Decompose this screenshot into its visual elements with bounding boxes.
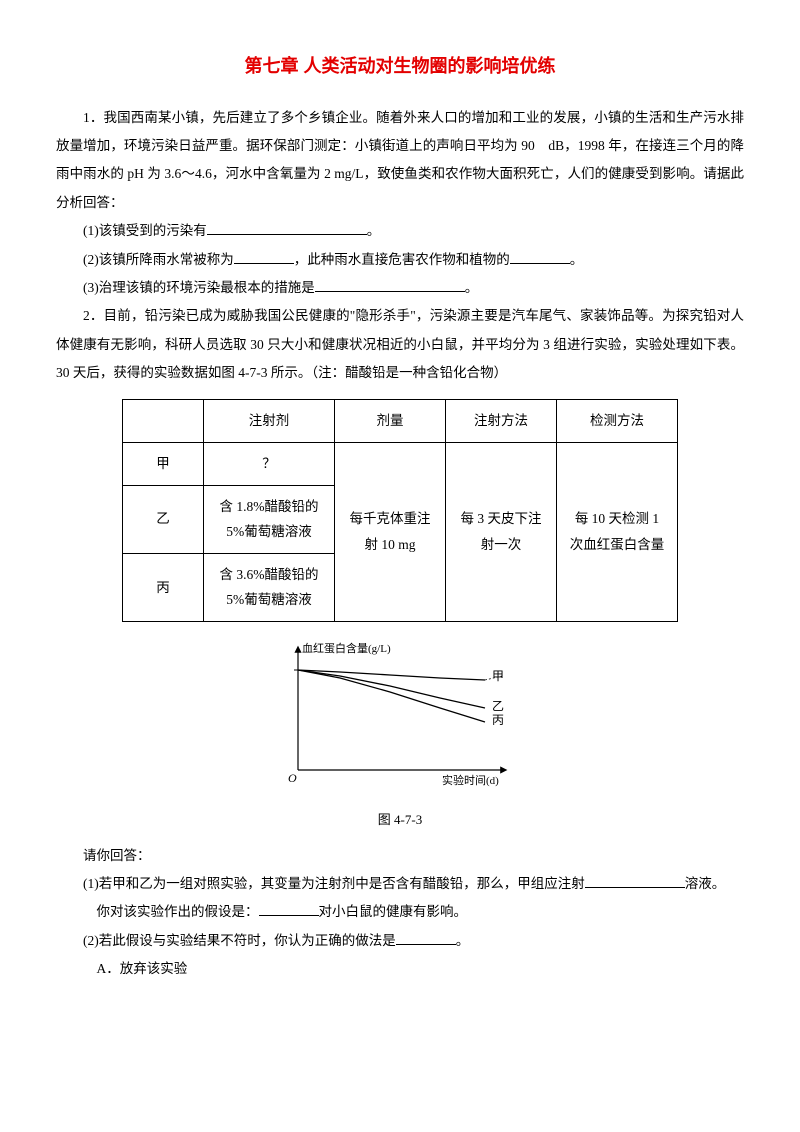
cell-group: 甲 bbox=[123, 442, 204, 485]
th-blank bbox=[123, 400, 204, 443]
q2-sub2: (2)若此假设与实验结果不符时，你认为正确的做法是 。 bbox=[56, 927, 744, 955]
origin-label: O bbox=[288, 771, 297, 785]
q1-sub2: (2)该镇所降雨水常被称为 ，此种雨水直接危害农作物和植物的 。 bbox=[56, 246, 744, 274]
q2-prompt: 请你回答： bbox=[56, 842, 744, 870]
q1-sub1: (1)该镇受到的污染有 。 bbox=[56, 217, 744, 245]
cell-injectant: ？ bbox=[204, 442, 335, 485]
q2-sub2-text-b: 。 bbox=[456, 933, 470, 948]
series-line bbox=[298, 670, 485, 722]
q1-sub2-text-c: 。 bbox=[570, 252, 584, 267]
page-title: 第七章 人类活动对生物圈的影响培优练 bbox=[56, 48, 744, 86]
x-axis-label: 实验时间(d) bbox=[442, 773, 499, 787]
blank bbox=[315, 277, 465, 292]
q1-intro: 1．我国西南某小镇，先后建立了多个乡镇企业。随着外来人口的增加和工业的发展，小镇… bbox=[56, 104, 744, 217]
series-label: 乙 bbox=[492, 699, 504, 713]
q2-sub1-text-a: (1)若甲和乙为一组对照实验，其变量为注射剂中是否含有醋酸铅，那么，甲组应注射 bbox=[83, 876, 585, 891]
q2-intro: 2．目前，铅污染已成为威胁我国公民健康的"隐形杀手"，污染源主要是汽车尾气、家装… bbox=[56, 302, 744, 387]
blank bbox=[585, 874, 685, 889]
q2-option-a: A．放弃该实验 bbox=[56, 955, 744, 983]
experiment-table: 注射剂 剂量 注射方法 检测方法 甲 ？ 每千克体重注射 10 mg 每 3 天… bbox=[122, 399, 678, 622]
blank bbox=[510, 249, 570, 264]
q2-sub1c: 你对该实验作出的假设是： 对小白鼠的健康有影响。 bbox=[56, 898, 744, 926]
series-label: 甲 bbox=[492, 669, 504, 683]
q2-sub1c-text-a: 你对该实验作出的假设是： bbox=[97, 904, 259, 919]
cell-method: 每 3 天皮下注射一次 bbox=[446, 442, 557, 621]
q1-sub3-text-a: (3)治理该镇的环境污染最根本的措施是 bbox=[83, 280, 315, 295]
cell-check: 每 10 天检测 1 次血红蛋白含量 bbox=[557, 442, 678, 621]
blank bbox=[234, 249, 294, 264]
q2-sub1c-text-b: 对小白鼠的健康有影响。 bbox=[319, 904, 468, 919]
blank bbox=[207, 221, 367, 236]
q1-sub2-text-a: (2)该镇所降雨水常被称为 bbox=[83, 252, 234, 267]
q1-sub3: (3)治理该镇的环境污染最根本的措施是 。 bbox=[56, 274, 744, 302]
blank bbox=[259, 902, 319, 917]
line-chart: 血红蛋白含量(g/L) 实验时间(d) O 甲 乙 丙 bbox=[270, 640, 530, 790]
q2-sub1: (1)若甲和乙为一组对照实验，其变量为注射剂中是否含有醋酸铅，那么，甲组应注射 溶… bbox=[56, 870, 744, 898]
q1-sub1-text-b: 。 bbox=[367, 223, 381, 238]
table-row: 甲 ？ 每千克体重注射 10 mg 每 3 天皮下注射一次 每 10 天检测 1… bbox=[123, 442, 678, 485]
q1-sub3-text-b: 。 bbox=[465, 280, 479, 295]
series-label: 丙 bbox=[492, 713, 504, 727]
th-method: 注射方法 bbox=[446, 400, 557, 443]
th-dose: 剂量 bbox=[335, 400, 446, 443]
cell-group: 乙 bbox=[123, 485, 204, 553]
cell-injectant: 含 3.6%醋酸铅的 5%葡萄糖溶液 bbox=[204, 553, 335, 621]
th-injectant: 注射剂 bbox=[204, 400, 335, 443]
cell-dose: 每千克体重注射 10 mg bbox=[335, 442, 446, 621]
q1-sub1-text-a: (1)该镇受到的污染有 bbox=[83, 223, 207, 238]
q2-sub2-text-a: (2)若此假设与实验结果不符时，你认为正确的做法是 bbox=[83, 933, 396, 948]
y-axis-label: 血红蛋白含量(g/L) bbox=[302, 641, 391, 655]
cell-injectant: 含 1.8%醋酸铅的 5%葡萄糖溶液 bbox=[204, 485, 335, 553]
table-header-row: 注射剂 剂量 注射方法 检测方法 bbox=[123, 400, 678, 443]
chart-caption: 图 4-7-3 bbox=[56, 806, 744, 833]
th-check: 检测方法 bbox=[557, 400, 678, 443]
blank bbox=[396, 930, 456, 945]
cell-group: 丙 bbox=[123, 553, 204, 621]
chart-container: 血红蛋白含量(g/L) 实验时间(d) O 甲 乙 丙 bbox=[56, 640, 744, 800]
q2-sub1-text-b: 溶液。 bbox=[685, 876, 726, 891]
q1-sub2-text-b: ，此种雨水直接危害农作物和植物的 bbox=[294, 252, 510, 267]
